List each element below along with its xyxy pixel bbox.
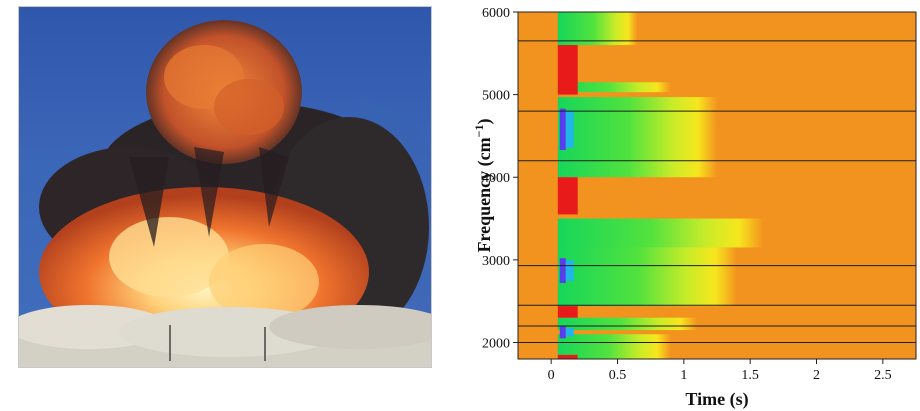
explosion-photo <box>18 6 432 368</box>
y-tick-label: 5000 <box>482 89 510 104</box>
heatmap-red-segment <box>557 45 578 95</box>
heatmap-red-segment <box>557 177 578 215</box>
spectrogram-chart: 0 0.5 1 1.5 2 2.5 2000 3000 4000 5000 6000 Time (… <box>470 0 920 411</box>
heatmap-blue-spot <box>559 108 566 150</box>
heatmap-band <box>557 317 698 331</box>
x-tick-label: 1.5 <box>741 368 759 383</box>
heatmap-band <box>557 97 717 178</box>
reference-lines <box>518 40 916 343</box>
heatmap-blue-spot <box>559 258 566 283</box>
heatmap-band <box>557 247 737 307</box>
heatmap-cyan-spot <box>565 327 574 337</box>
heatmap-background <box>518 12 916 359</box>
heatmap-cyan-spot <box>565 110 574 148</box>
x-axis-title: Time (s) <box>685 389 748 410</box>
y-tick-label: 4000 <box>482 171 510 186</box>
heatmap-band <box>557 82 671 93</box>
y-tick-label: 2000 <box>482 336 510 351</box>
heatmap-band <box>557 12 638 46</box>
heatmap-blue-spot <box>559 325 566 339</box>
x-tick-label: 1 <box>680 368 687 383</box>
x-tick-label: 0.5 <box>609 368 627 383</box>
heatmap-red-segment <box>557 354 578 359</box>
plot-frame <box>517 11 917 360</box>
x-tick-label: 2 <box>813 368 820 383</box>
y-axis-title: Frequency (cm−1) <box>472 119 495 253</box>
y-axis: 2000 3000 4000 5000 6000 <box>482 6 518 351</box>
heatmap-cyan-spot <box>565 260 574 281</box>
heatmap-red-segment <box>557 306 578 318</box>
heatmap-plot-area <box>518 12 916 359</box>
x-axis: 0 0.5 1 1.5 2 2.5 <box>548 359 892 383</box>
y-tick-label: 3000 <box>482 254 510 269</box>
x-tick-label: 2.5 <box>874 368 892 383</box>
x-tick-label: 0 <box>548 368 555 383</box>
heatmap-band <box>557 218 764 248</box>
explosion-photo-drawing <box>19 7 431 367</box>
y-tick-label: 6000 <box>482 6 510 21</box>
